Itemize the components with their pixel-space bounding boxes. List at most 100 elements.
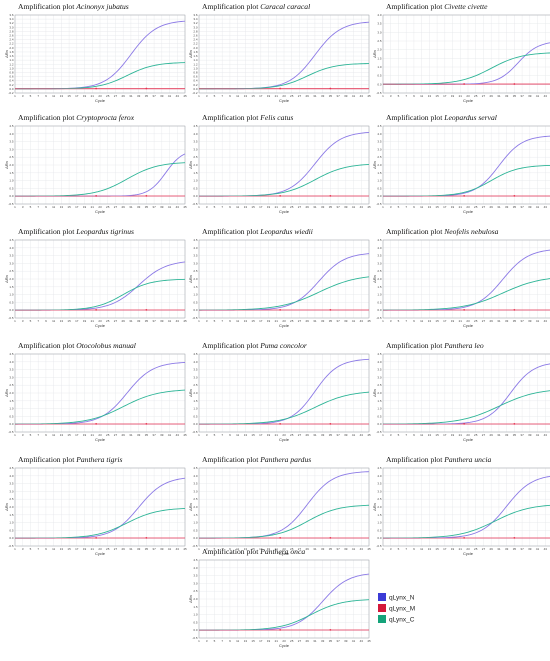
- y-tick-label: 0.2: [193, 83, 198, 87]
- y-tick-label: -0.5: [376, 316, 382, 320]
- x-tick-label: 9: [413, 94, 415, 98]
- x-tick-label: 41: [168, 94, 172, 98]
- x-tick-label: 35: [513, 433, 517, 437]
- x-tick-label: 21: [275, 205, 279, 209]
- y-tick-label: 0.5: [9, 186, 14, 190]
- x-tick-label: 1: [198, 94, 200, 98]
- grid: [382, 353, 550, 433]
- panel-title: Amplification plot Felis catus: [202, 113, 293, 122]
- x-tick-label: 11: [52, 94, 55, 98]
- plot-frame: [14, 467, 186, 547]
- y-tick-label: 3.4: [9, 17, 14, 21]
- y-tick-label: 1.5: [9, 513, 14, 517]
- y-tick-label: 1.0: [377, 293, 382, 297]
- x-tick-label: 29: [122, 319, 126, 323]
- panel-title-species: Panthera onca: [259, 547, 305, 556]
- y-tick-label: -0.2: [8, 91, 14, 95]
- x-tick-label: 35: [145, 547, 149, 551]
- y-tick-label: 3.5: [9, 482, 14, 486]
- x-tick-label: 15: [67, 205, 71, 209]
- x-tick-label: 19: [267, 433, 271, 437]
- x-tick-label: 21: [275, 433, 279, 437]
- x-tick-label: 25: [474, 433, 478, 437]
- y-tick-label: 2.8: [9, 29, 14, 33]
- x-tick-label: 15: [67, 319, 71, 323]
- x-tick-label: 23: [282, 94, 286, 98]
- plot-frame: [14, 125, 186, 205]
- x-axis-label: Cycle: [279, 437, 290, 442]
- threshold-marker: [279, 308, 282, 311]
- x-tick-label: 7: [37, 547, 39, 551]
- x-tick-label: 9: [229, 639, 231, 643]
- grid: [14, 125, 186, 205]
- x-tick-label: 39: [344, 94, 348, 98]
- x-tick-label: 45: [367, 433, 371, 437]
- x-tick-label: 31: [129, 547, 133, 551]
- series-line-qlynx-n: [383, 249, 550, 311]
- x-axis-label: Cycle: [95, 209, 106, 214]
- y-tick-label: 2.0: [9, 391, 14, 395]
- y-axis-label: ΔRn: [372, 503, 377, 511]
- x-axis-label: Cycle: [95, 437, 106, 442]
- x-tick-label: 1: [198, 639, 200, 643]
- x-tick-label: 13: [60, 433, 64, 437]
- x-tick-label: 21: [459, 433, 463, 437]
- x-tick-label: 19: [83, 433, 87, 437]
- y-tick-label: 3.5: [377, 140, 382, 144]
- x-tick-label: 1: [14, 547, 16, 551]
- threshold-marker: [329, 628, 332, 631]
- x-tick-label: 25: [290, 547, 294, 551]
- y-tick-label: 4.0: [9, 474, 14, 478]
- y-tick-label: 0.0: [377, 308, 382, 312]
- x-tick-label: 35: [145, 433, 149, 437]
- x-tick-label: 29: [306, 433, 310, 437]
- x-tick-label: 5: [30, 319, 32, 323]
- plot-frame: [198, 353, 370, 433]
- panel-title-prefix: Amplification plot: [202, 547, 260, 556]
- y-tick-label: 0.5: [377, 186, 382, 190]
- x-tick-label: 23: [466, 547, 470, 551]
- x-tick-label: 9: [413, 205, 415, 209]
- x-tick-label: 37: [152, 205, 156, 209]
- x-tick-label: 15: [67, 433, 71, 437]
- x-axis-label: Cycle: [463, 209, 474, 214]
- x-tick-label: 5: [398, 433, 400, 437]
- grid: [382, 14, 550, 94]
- x-tick-label: 43: [360, 433, 364, 437]
- x-tick-label: 25: [474, 319, 478, 323]
- x-tick-label: 1: [198, 319, 200, 323]
- x-tick-label: 31: [497, 547, 501, 551]
- x-tick-label: 5: [30, 433, 32, 437]
- x-axis-label: Cycle: [463, 437, 474, 442]
- panel-title: Amplification plot Leopardus serval: [386, 113, 497, 122]
- y-tick-label: 4.0: [9, 360, 14, 364]
- x-tick-label: 41: [168, 205, 172, 209]
- panel-title: Amplification plot Otocolobus manual: [18, 341, 136, 350]
- panel-title-prefix: Amplification plot: [386, 455, 444, 464]
- x-tick-label: 13: [60, 205, 64, 209]
- y-tick-label: 0.5: [9, 528, 14, 532]
- x-tick-label: 23: [282, 547, 286, 551]
- y-tick-label: 4.0: [377, 360, 382, 364]
- y-tick-label: 0.6: [193, 75, 198, 79]
- x-tick-label: 29: [306, 547, 310, 551]
- x-tick-label: 17: [259, 205, 263, 209]
- y-tick-label: 2.5: [9, 497, 14, 501]
- x-tick-label: 1: [382, 205, 384, 209]
- x-tick-label: 29: [122, 547, 126, 551]
- y-tick-label: 4.0: [9, 246, 14, 250]
- y-tick-label: 4.5: [9, 238, 14, 242]
- x-tick-label: 11: [236, 94, 239, 98]
- threshold-marker: [463, 83, 466, 85]
- x-tick-label: 21: [275, 639, 279, 643]
- x-tick-label: 11: [236, 433, 239, 437]
- x-tick-label: 43: [176, 319, 180, 323]
- y-tick-label: 1.2: [193, 62, 198, 66]
- y-tick-label: -0.2: [192, 91, 198, 95]
- x-tick-label: 17: [75, 319, 79, 323]
- x-tick-label: 11: [420, 433, 423, 437]
- x-tick-label: 39: [160, 205, 164, 209]
- x-tick-label: 21: [91, 547, 95, 551]
- x-tick-label: 35: [329, 94, 333, 98]
- x-tick-label: 35: [145, 94, 149, 98]
